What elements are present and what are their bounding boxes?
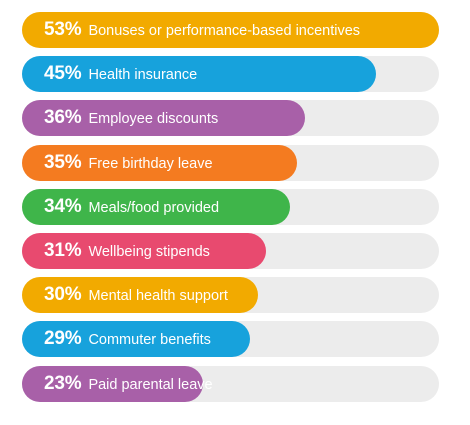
bar-row: 23% Paid parental leave [22,365,439,402]
bar-row: 35% Free birthday leave [22,144,439,181]
bar-category-label: Free birthday leave [88,155,213,172]
bar-fill [22,100,306,137]
bar-fill [22,188,290,225]
bar-category-label: Health insurance [88,67,198,84]
bar-label: 31% Wellbeing stipends [44,233,210,269]
bar-category-label: Wellbeing stipends [88,244,210,260]
bar-value-label: 45% [44,63,82,85]
bar-value-label: 31% [44,240,82,261]
bar-label: 36% Employee discounts [44,100,218,136]
bar-row: 30% Mental health support [22,277,439,314]
bar-row: 36% Employee discounts [22,100,439,137]
bar-fill [22,144,298,181]
bar-category-label: Meals/food provided [88,199,220,216]
bar-label: 29% Commuter benefits [44,321,211,357]
bar-label: 35% Free birthday leave [44,145,213,181]
bar-label: 30% Mental health support [44,277,228,313]
bar-value-label: 53% [44,19,82,40]
bar-category-label: Employee discounts [88,111,219,128]
bar-category-label: Mental health support [88,288,228,305]
bar-fill [22,233,266,269]
bar-value-label: 34% [44,195,82,217]
bar-value-label: 35% [44,151,82,173]
bar-row: 45% Health insurance [22,56,439,93]
bar-fill [22,365,203,402]
bar-row: 31% Wellbeing stipends [22,233,439,269]
bar-fill [22,12,439,48]
bar-row: 29% Commuter benefits [22,321,439,358]
bar-label: 53% Bonuses or performance-based incentiv… [44,12,360,48]
bar-label: 34% Meals/food provided [44,189,219,225]
bar-category-label: Paid parental leave [88,376,213,393]
bar-value-label: 29% [44,328,82,350]
bar-fill [22,321,251,358]
bar-label: 45% Health insurance [44,56,197,92]
bar-row: 34% Meals/food provided [22,188,439,225]
bar-fill [22,56,377,93]
bar-value-label: 36% [44,107,82,129]
bar-value-label: 23% [44,372,82,394]
bar-label: 23% Paid parental leave [44,366,213,402]
bar-fill [22,277,259,314]
bar-row: 53% Bonuses or performance-based incentiv… [22,12,439,48]
bar-value-label: 30% [44,284,82,306]
bar-category-label: Commuter benefits [88,332,211,349]
bar-category-label: Bonuses or performance-based incentives [88,23,361,39]
